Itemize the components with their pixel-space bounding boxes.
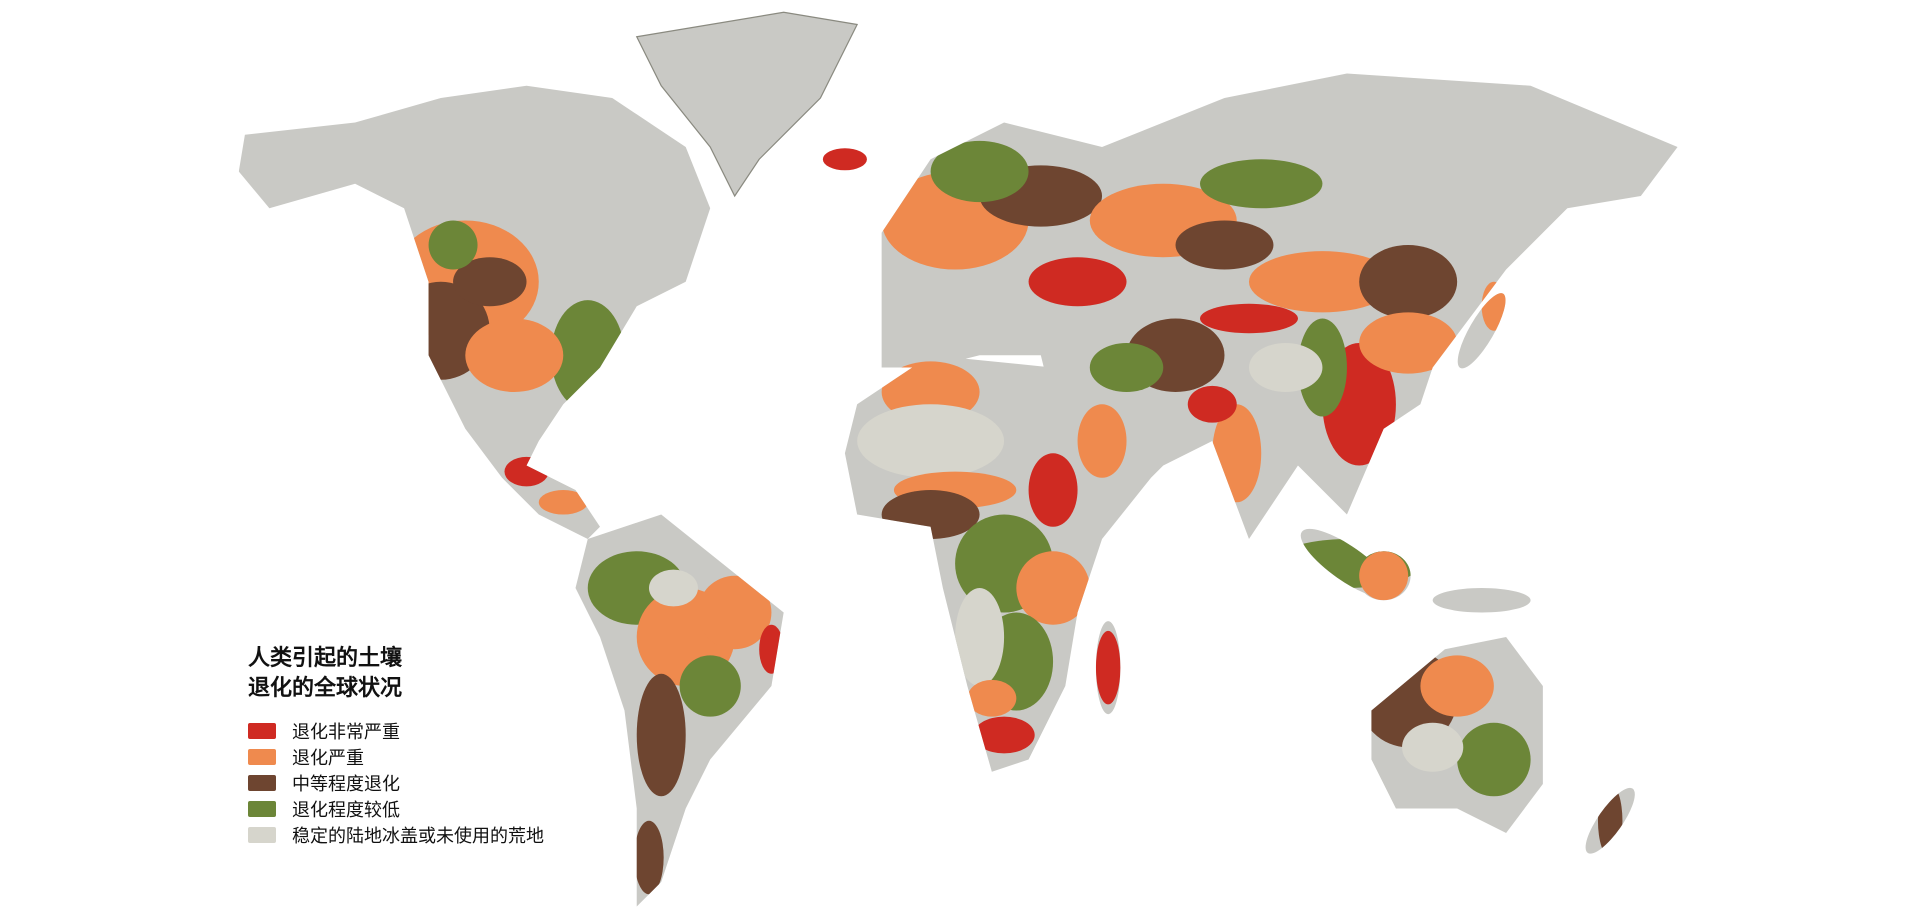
degradation-region	[1481, 281, 1507, 331]
degradation-region	[1597, 784, 1623, 858]
degradation-region	[1200, 303, 1298, 334]
legend-label: 中等程度退化	[292, 774, 400, 795]
degradation-region	[973, 716, 1035, 754]
degradation-region	[1187, 385, 1237, 423]
degradation-region	[1175, 220, 1274, 270]
degradation-region	[1028, 257, 1127, 307]
degradation-region	[759, 624, 784, 674]
degradation-region	[1095, 630, 1121, 705]
legend-item: 退化程度较低	[248, 796, 544, 822]
degradation-region	[1200, 159, 1323, 209]
legend-item: 退化非常严重	[248, 718, 544, 744]
degradation-region	[428, 220, 478, 270]
degradation-region	[967, 679, 1017, 717]
degradation-region	[465, 318, 564, 393]
degradation-region	[538, 490, 588, 515]
degradation-region	[679, 655, 741, 717]
degradation-region	[636, 673, 686, 797]
legend-label: 稳定的陆地冰盖或未使用的荒地	[292, 826, 544, 847]
degradation-region	[453, 257, 527, 307]
legend-swatch	[248, 801, 276, 817]
legend-title-line2: 退化的全球状况	[248, 676, 403, 701]
degradation-region	[1028, 453, 1078, 527]
degradation-region	[1359, 551, 1409, 601]
degradation-region	[648, 569, 698, 607]
legend-item: 中等程度退化	[248, 770, 544, 796]
map-legend: 人类引起的土壤 退化的全球状况 退化非常严重 退化严重中等程度退化 退化程度较低稳定…	[248, 644, 544, 848]
iceland	[822, 148, 867, 171]
degradation-region	[1016, 551, 1090, 625]
legend-swatch	[248, 827, 276, 843]
legend-title: 人类引起的土壤 退化的全球状况	[248, 644, 544, 704]
degradation-region	[930, 140, 1029, 203]
degradation-region	[955, 588, 1005, 687]
legend-item: 退化严重	[248, 744, 544, 770]
legend-swatch	[248, 775, 276, 791]
legend-item: 稳定的陆地冰盖或未使用的荒地	[248, 822, 544, 848]
legend-title-line1: 人类引起的土壤	[248, 646, 403, 671]
legend-label: 退化程度较低	[292, 800, 400, 821]
degradation-region	[1077, 404, 1127, 478]
degradation-region	[857, 404, 1005, 478]
degradation-region	[1457, 722, 1531, 797]
degradation-region	[1359, 245, 1458, 319]
degradation-region	[504, 456, 549, 487]
greenland	[635, 11, 859, 198]
legend-swatch	[248, 723, 276, 739]
degradation-region	[881, 490, 980, 540]
degradation-region	[1402, 722, 1464, 772]
degradation-region	[634, 820, 664, 895]
degradation-region	[1089, 343, 1164, 393]
degradation-region	[1359, 312, 1458, 374]
degradation-region	[1248, 251, 1396, 313]
degradation-region	[1420, 655, 1494, 717]
legend-label: 退化非常严重	[292, 722, 400, 743]
degradation-region	[1248, 343, 1323, 393]
legend-swatch	[248, 749, 276, 765]
degradation-region	[697, 575, 772, 650]
legend-label: 退化严重	[292, 748, 364, 769]
